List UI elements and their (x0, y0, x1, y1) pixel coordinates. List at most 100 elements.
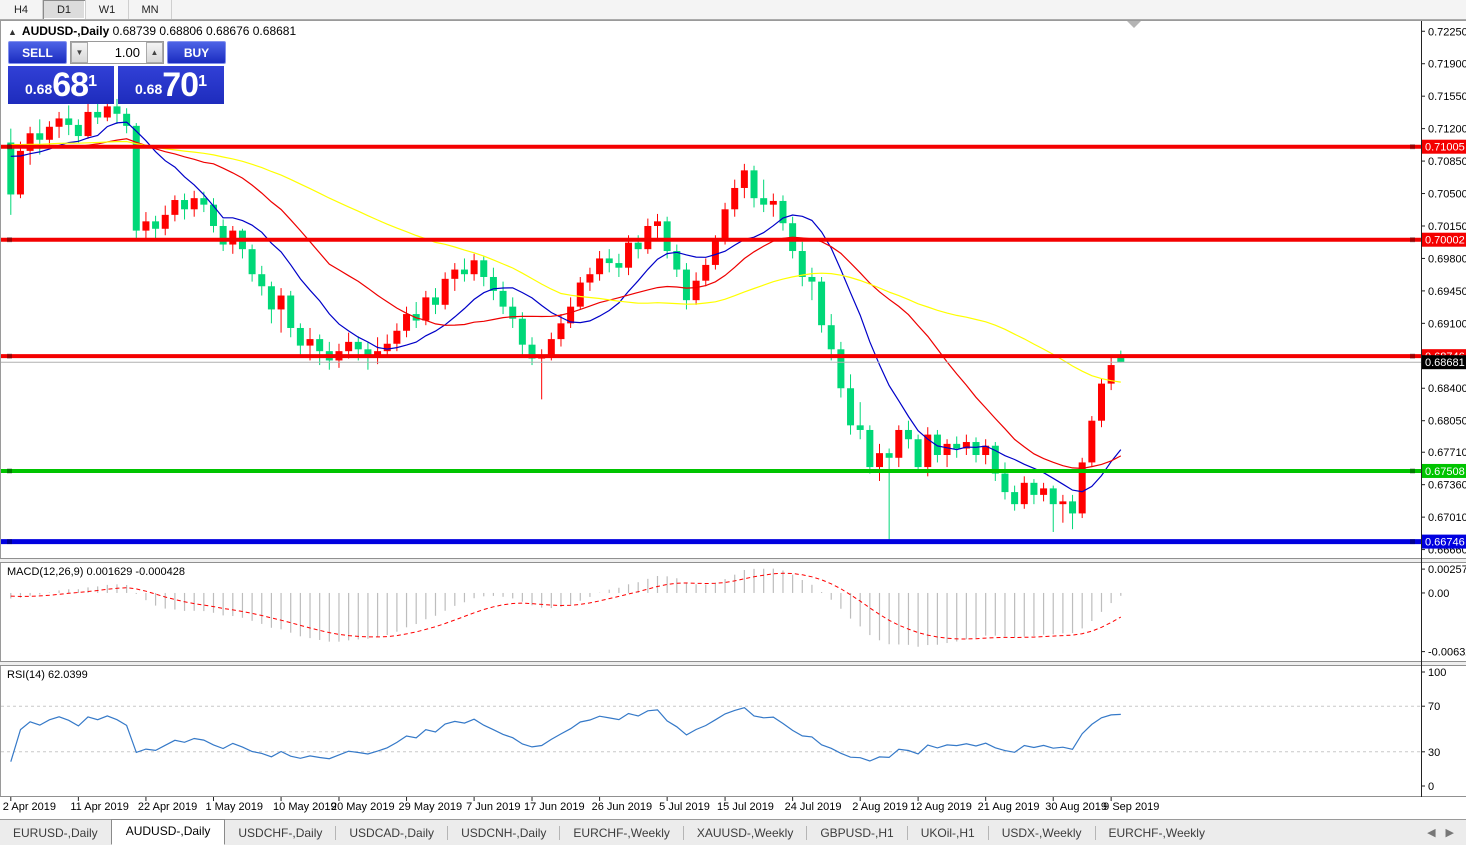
tab-scroll-arrows: ◀ ▶ (1427, 826, 1466, 845)
candle-body (991, 445, 999, 474)
timeframe-button-mn[interactable]: MN (129, 0, 172, 19)
candle-body (634, 242, 642, 250)
candle-body (567, 306, 575, 324)
chart-tab-usdcnh-daily[interactable]: USDCNH-,Daily (461, 826, 547, 840)
sell-price-prefix: 0.68 (25, 81, 53, 97)
svg-text:0.69450: 0.69450 (1428, 286, 1466, 298)
level-price-label (1422, 534, 1466, 549)
date-tick-label: 24 Jul 2019 (785, 801, 842, 813)
candle-body (489, 276, 497, 291)
candle-body (914, 439, 922, 468)
chart-tab-usdcad-daily[interactable]: USDCAD-,Daily (349, 826, 435, 840)
candle-body (451, 269, 459, 279)
candle-body (692, 280, 700, 301)
tab-scroll-left-icon[interactable]: ◀ (1427, 827, 1436, 839)
candle-body (422, 297, 430, 321)
candle-body (16, 150, 24, 195)
chart-tab-gbpusd-h1[interactable]: GBPUSD-,H1 (820, 826, 894, 840)
candle-body (1040, 488, 1048, 495)
chart-tab-xauusd-weekly[interactable]: XAUUSD-,Weekly (696, 826, 794, 840)
svg-text:0.67508: 0.67508 (1425, 466, 1465, 478)
timeframe-button-w1[interactable]: W1 (86, 0, 129, 19)
autoscroll-marker-icon[interactable] (1127, 21, 1141, 28)
chart-tab-bar: EURUSD-,Daily AUDUSD-,Daily USDCHF-,Daily U… (0, 819, 1466, 845)
date-tick-label: 10 May 2019 (273, 801, 337, 813)
candle-body (1107, 365, 1115, 384)
rsi-indicator: 100 70 30 0 (1, 667, 1446, 793)
timeframe-button-h4[interactable]: H4 (0, 0, 43, 19)
tab-separator (1094, 826, 1096, 840)
date-tick-label: 20 May 2019 (331, 801, 395, 813)
timeframe-button-d1[interactable]: D1 (43, 0, 86, 19)
date-tick-label: 15 Jul 2019 (717, 801, 774, 813)
chart-tab-audusd-daily[interactable]: AUDUSD-,Daily (110, 819, 226, 845)
candle-body (769, 200, 777, 205)
candle-body (875, 453, 883, 468)
tab-scroll-right-icon[interactable]: ▶ (1445, 827, 1454, 839)
svg-text:-0.006326: -0.006326 (1428, 647, 1466, 659)
candle-body (306, 339, 314, 346)
chart-tab-usdchf-daily[interactable]: USDCHF-,Daily (238, 826, 323, 840)
svg-text:100: 100 (1428, 667, 1446, 679)
svg-text:0.71550: 0.71550 (1428, 91, 1466, 103)
sell-button[interactable]: SELL (8, 41, 67, 64)
candle-body (644, 225, 652, 250)
candle-body (808, 276, 816, 282)
candle-body (287, 295, 295, 328)
candle-body (663, 221, 671, 252)
volume-increase-icon[interactable]: ▲ (146, 42, 163, 63)
candle-body (132, 125, 140, 231)
chart-tab-ukoil-h1[interactable]: UKOil-,H1 (920, 826, 975, 840)
svg-text:0.70150: 0.70150 (1428, 221, 1466, 233)
date-tick-label: 29 May 2019 (399, 801, 463, 813)
candle-body (393, 330, 401, 344)
sell-price-quote[interactable]: 0.68 68 1 (8, 66, 114, 104)
moving-average-lines (10, 121, 1122, 493)
candle-body (972, 442, 980, 456)
candle-body (982, 445, 990, 456)
volume-input[interactable]: 1.00 (114, 45, 140, 60)
candle-body (702, 264, 710, 281)
chart-tab-eurchf-weekly[interactable]: EURCHF-,Weekly (1108, 826, 1205, 840)
candle-body (190, 198, 198, 210)
level-price-label (1422, 463, 1466, 478)
chart-tab-eurchf-weekly[interactable]: EURCHF-,Weekly (573, 826, 670, 840)
candle-body (296, 327, 304, 346)
date-tick-label: 21 Aug 2019 (978, 801, 1040, 813)
tab-separator (447, 826, 449, 840)
candle-body (499, 290, 507, 307)
date-tick-label: 9 Sep 2019 (1103, 801, 1159, 813)
candle-body (605, 258, 613, 264)
current-price-line: 0.68681 (1, 355, 1466, 370)
buy-button[interactable]: BUY (167, 41, 226, 64)
candle-body (65, 118, 73, 125)
candle-body (586, 274, 594, 283)
candle-body (1059, 501, 1067, 505)
candle-body (682, 269, 690, 301)
candle-body (760, 198, 768, 205)
collapse-panel-icon[interactable]: ▲ (8, 27, 17, 37)
sell-price-pipette: 1 (88, 73, 97, 90)
candle-body (1001, 473, 1009, 493)
volume-decrease-icon[interactable]: ▼ (71, 42, 88, 63)
candle-body (518, 318, 526, 345)
chart-tab-eurusd-daily[interactable]: EURUSD-,Daily (13, 826, 98, 840)
buy-price-prefix: 0.68 (135, 81, 163, 97)
candle-body (441, 278, 449, 305)
ma-slow (10, 140, 1121, 383)
candle-body (345, 341, 353, 352)
chart-tab-usdx-weekly[interactable]: USDX-,Weekly (1001, 826, 1082, 840)
date-tick-label: 26 Jun 2019 (592, 801, 653, 813)
tab-separator (559, 826, 561, 840)
candle-body (460, 269, 468, 275)
candle-body (1049, 488, 1057, 505)
buy-price-quote[interactable]: 0.68 70 1 (118, 66, 224, 104)
candle-body (528, 344, 536, 359)
svg-text:0.71900: 0.71900 (1428, 59, 1466, 71)
date-axis: 2 Apr 2019 11 Apr 2019 22 Apr 2019 1 May 20… (3, 797, 1159, 813)
candle-body (229, 230, 237, 245)
svg-text:0.67010: 0.67010 (1428, 512, 1466, 524)
candle-body (895, 429, 903, 458)
candle-body (316, 339, 324, 352)
candle-body (36, 133, 44, 140)
